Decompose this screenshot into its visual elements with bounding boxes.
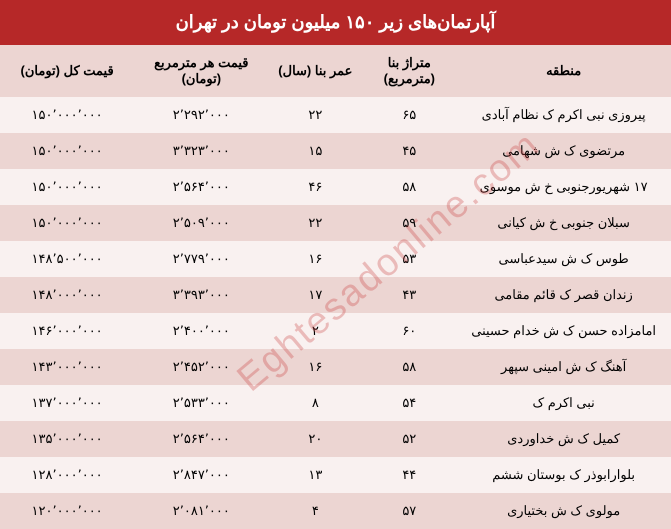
cell-total-price: ۱۵۰٬۰۰۰٬۰۰۰: [0, 97, 134, 133]
cell-age: ۸: [268, 385, 362, 421]
cell-area: ۴۳: [362, 277, 456, 313]
table-row: نبی اکرم ک۵۴۸۲٬۵۳۳٬۰۰۰۱۳۷٬۰۰۰٬۰۰۰: [0, 385, 671, 421]
table-row: بلوارابوذر ک بوستان ششم۴۴۱۳۲٬۸۴۷٬۰۰۰۱۲۸٬…: [0, 457, 671, 493]
cell-price-per-m: ۲٬۲۹۲٬۰۰۰: [134, 97, 268, 133]
cell-area: ۶۰: [362, 313, 456, 349]
cell-region: سبلان جنوبی خ ش کیانی: [456, 205, 671, 241]
cell-area: ۵۸: [362, 349, 456, 385]
header-price-per-m: قیمت هر مترمربع (تومان): [134, 45, 268, 97]
table-body: پیروزی نبی اکرم ک نظام آبادی۶۵۲۲۲٬۲۹۲٬۰۰…: [0, 97, 671, 529]
cell-total-price: ۱۲۰٬۰۰۰٬۰۰۰: [0, 493, 134, 529]
cell-price-per-m: ۲٬۵۶۴٬۰۰۰: [134, 421, 268, 457]
cell-total-price: ۱۵۰٬۰۰۰٬۰۰۰: [0, 133, 134, 169]
cell-region: مولوی ک ش بختیاری: [456, 493, 671, 529]
cell-total-price: ۱۴۶٬۰۰۰٬۰۰۰: [0, 313, 134, 349]
cell-price-per-m: ۲٬۴۰۰٬۰۰۰: [134, 313, 268, 349]
cell-total-price: ۱۲۸٬۰۰۰٬۰۰۰: [0, 457, 134, 493]
cell-age: ۱۶: [268, 241, 362, 277]
cell-region: نبی اکرم ک: [456, 385, 671, 421]
cell-area: ۵۸: [362, 169, 456, 205]
header-age: عمر بنا (سال): [268, 45, 362, 97]
cell-region: امامزاده حسن ک ش خدام حسینی: [456, 313, 671, 349]
cell-region: ۱۷ شهریورجنوبی خ ش موسوی: [456, 169, 671, 205]
cell-region: کمیل ک ش خداوردی: [456, 421, 671, 457]
cell-region: پیروزی نبی اکرم ک نظام آبادی: [456, 97, 671, 133]
cell-total-price: ۱۳۷٬۰۰۰٬۰۰۰: [0, 385, 134, 421]
cell-region: طوس ک ش سیدعباسی: [456, 241, 671, 277]
cell-age: ۲۲: [268, 205, 362, 241]
table-row: پیروزی نبی اکرم ک نظام آبادی۶۵۲۲۲٬۲۹۲٬۰۰…: [0, 97, 671, 133]
cell-price-per-m: ۳٬۳۲۳٬۰۰۰: [134, 133, 268, 169]
cell-area: ۵۴: [362, 385, 456, 421]
cell-age: ۲: [268, 313, 362, 349]
apartment-price-table-container: آپارتمان‌های زیر ۱۵۰ میلیون تومان در تهر…: [0, 0, 671, 523]
cell-area: ۵۷: [362, 493, 456, 529]
header-area: متراژ بنا (مترمربع): [362, 45, 456, 97]
cell-total-price: ۱۵۰٬۰۰۰٬۰۰۰: [0, 205, 134, 241]
cell-area: ۵۲: [362, 421, 456, 457]
cell-area: ۶۵: [362, 97, 456, 133]
cell-age: ۱۷: [268, 277, 362, 313]
cell-price-per-m: ۲٬۵۰۹٬۰۰۰: [134, 205, 268, 241]
cell-price-per-m: ۲٬۷۷۹٬۰۰۰: [134, 241, 268, 277]
table-row: طوس ک ش سیدعباسی۵۳۱۶۲٬۷۷۹٬۰۰۰۱۴۸٬۵۰۰٬۰۰۰: [0, 241, 671, 277]
cell-region: آهنگ ک ش امینی سپهر: [456, 349, 671, 385]
cell-area: ۴۵: [362, 133, 456, 169]
table-row: ۱۷ شهریورجنوبی خ ش موسوی۵۸۴۶۲٬۵۶۴٬۰۰۰۱۵۰…: [0, 169, 671, 205]
cell-total-price: ۱۴۸٬۰۰۰٬۰۰۰: [0, 277, 134, 313]
cell-price-per-m: ۲٬۰۸۱٬۰۰۰: [134, 493, 268, 529]
table-row: زندان قصر ک قائم مقامی۴۳۱۷۳٬۳۹۳٬۰۰۰۱۴۸٬۰…: [0, 277, 671, 313]
table-row: کمیل ک ش خداوردی۵۲۲۰۲٬۵۶۴٬۰۰۰۱۳۵٬۰۰۰٬۰۰۰: [0, 421, 671, 457]
apartment-price-table: منطقه متراژ بنا (مترمربع) عمر بنا (سال) …: [0, 45, 671, 529]
cell-age: ۱۶: [268, 349, 362, 385]
cell-area: ۵۹: [362, 205, 456, 241]
cell-area: ۵۳: [362, 241, 456, 277]
cell-age: ۲۰: [268, 421, 362, 457]
table-row: مولوی ک ش بختیاری۵۷۴۲٬۰۸۱٬۰۰۰۱۲۰٬۰۰۰٬۰۰۰: [0, 493, 671, 529]
cell-region: زندان قصر ک قائم مقامی: [456, 277, 671, 313]
table-row: سبلان جنوبی خ ش کیانی۵۹۲۲۲٬۵۰۹٬۰۰۰۱۵۰٬۰۰…: [0, 205, 671, 241]
cell-total-price: ۱۳۵٬۰۰۰٬۰۰۰: [0, 421, 134, 457]
header-region: منطقه: [456, 45, 671, 97]
cell-age: ۴: [268, 493, 362, 529]
cell-age: ۴۶: [268, 169, 362, 205]
cell-region: بلوارابوذر ک بوستان ششم: [456, 457, 671, 493]
cell-price-per-m: ۲٬۸۴۷٬۰۰۰: [134, 457, 268, 493]
cell-age: ۱۳: [268, 457, 362, 493]
table-row: مرتضوی ک ش شهامی۴۵۱۵۳٬۳۲۳٬۰۰۰۱۵۰٬۰۰۰٬۰۰۰: [0, 133, 671, 169]
table-header-row: منطقه متراژ بنا (مترمربع) عمر بنا (سال) …: [0, 45, 671, 97]
table-row: آهنگ ک ش امینی سپهر۵۸۱۶۲٬۴۵۲٬۰۰۰۱۴۳٬۰۰۰٬…: [0, 349, 671, 385]
cell-price-per-m: ۲٬۵۳۳٬۰۰۰: [134, 385, 268, 421]
header-total-price: قیمت کل (تومان): [0, 45, 134, 97]
cell-price-per-m: ۲٬۵۶۴٬۰۰۰: [134, 169, 268, 205]
cell-age: ۱۵: [268, 133, 362, 169]
table-row: امامزاده حسن ک ش خدام حسینی۶۰۲۲٬۴۰۰٬۰۰۰۱…: [0, 313, 671, 349]
cell-total-price: ۱۴۳٬۰۰۰٬۰۰۰: [0, 349, 134, 385]
cell-age: ۲۲: [268, 97, 362, 133]
cell-area: ۴۴: [362, 457, 456, 493]
cell-total-price: ۱۵۰٬۰۰۰٬۰۰۰: [0, 169, 134, 205]
cell-price-per-m: ۳٬۳۹۳٬۰۰۰: [134, 277, 268, 313]
table-title: آپارتمان‌های زیر ۱۵۰ میلیون تومان در تهر…: [0, 0, 671, 45]
cell-price-per-m: ۲٬۴۵۲٬۰۰۰: [134, 349, 268, 385]
cell-region: مرتضوی ک ش شهامی: [456, 133, 671, 169]
cell-total-price: ۱۴۸٬۵۰۰٬۰۰۰: [0, 241, 134, 277]
